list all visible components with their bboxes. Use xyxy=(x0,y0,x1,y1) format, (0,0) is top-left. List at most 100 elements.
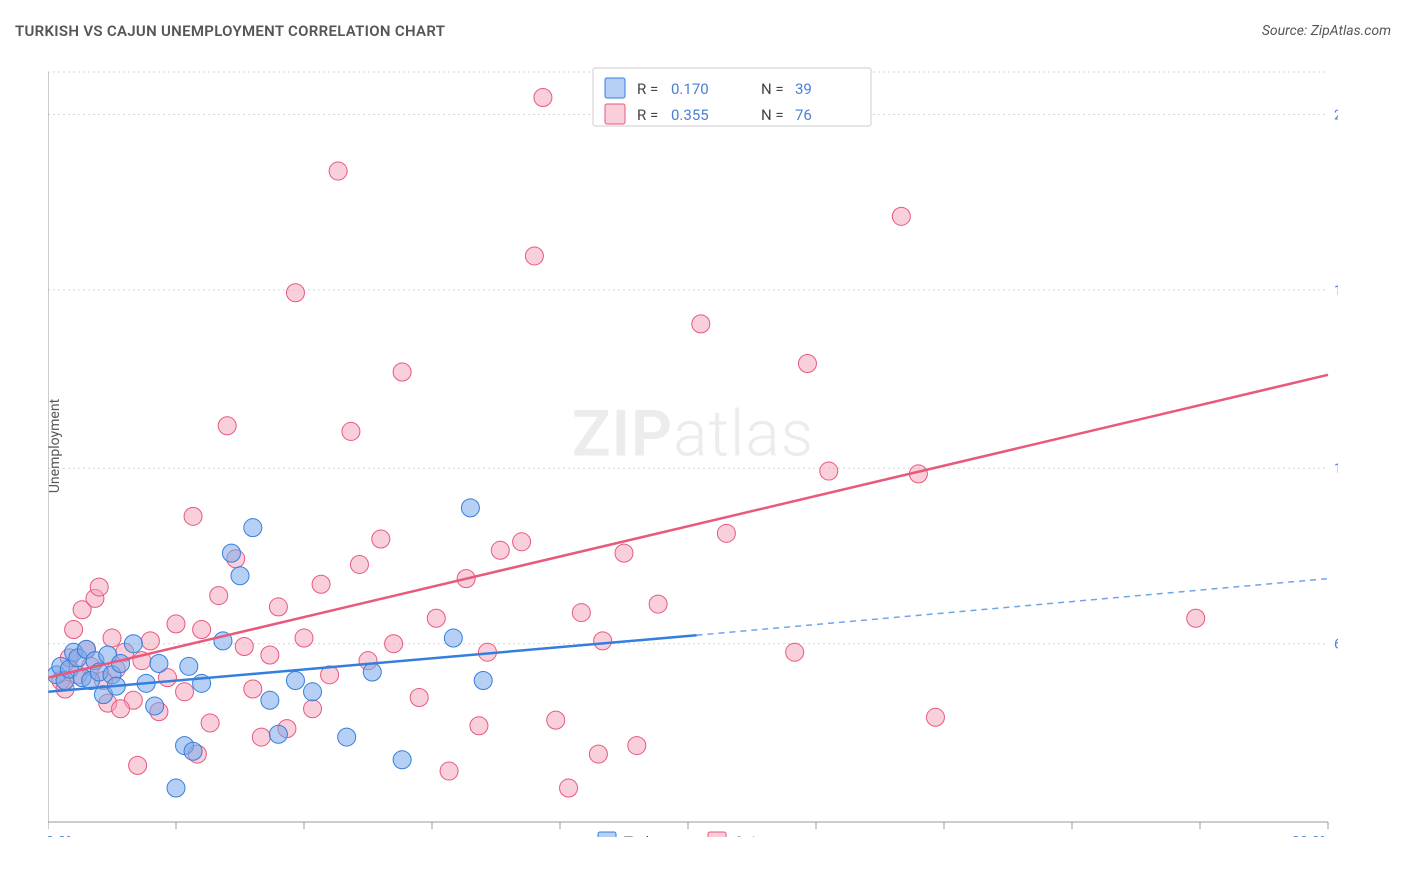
data-point-cajun xyxy=(410,688,428,706)
data-point-turk xyxy=(180,657,198,675)
data-point-cajun xyxy=(820,462,838,480)
data-point-cajun xyxy=(491,541,509,559)
stats-R-label: R = xyxy=(637,106,658,124)
data-point-cajun xyxy=(926,708,944,726)
y-tick-label: 18.8% xyxy=(1334,283,1338,299)
stats-N-value: 39 xyxy=(795,80,812,98)
data-point-cajun xyxy=(628,737,646,755)
data-point-cajun xyxy=(892,207,910,225)
data-point-cajun xyxy=(210,587,228,605)
data-point-cajun xyxy=(304,700,322,718)
data-point-cajun xyxy=(244,680,262,698)
data-point-cajun xyxy=(615,544,633,562)
stats-N-value: 76 xyxy=(795,106,812,124)
data-point-cajun xyxy=(129,756,147,774)
data-point-cajun xyxy=(372,530,390,548)
stats-legend-swatch xyxy=(605,78,625,98)
data-point-cajun xyxy=(798,355,816,373)
stats-R-value: 0.355 xyxy=(671,106,709,124)
y-tick-label: 6.3% xyxy=(1334,637,1338,653)
legend-swatch xyxy=(708,832,726,837)
data-point-turk xyxy=(150,655,168,673)
data-point-cajun xyxy=(252,728,270,746)
data-point-cajun xyxy=(594,632,612,650)
data-point-turk xyxy=(304,683,322,701)
data-point-cajun xyxy=(589,745,607,763)
data-point-cajun xyxy=(201,714,219,732)
data-point-cajun xyxy=(649,595,667,613)
x-min-label: 0.0% xyxy=(48,834,76,837)
stats-legend-swatch xyxy=(605,104,625,124)
data-point-cajun xyxy=(269,598,287,616)
scatter-plot: 6.3% 12.5% 18.8% 25.0% 0.0% 30.0% Turks Cajuns R… xyxy=(48,62,1338,837)
data-point-cajun xyxy=(235,638,253,656)
data-point-turk xyxy=(338,728,356,746)
data-point-turk xyxy=(269,725,287,743)
data-point-cajun xyxy=(717,524,735,542)
data-point-cajun xyxy=(141,632,159,650)
chart-header: TURKISH VS CAJUN UNEMPLOYMENT CORRELATIO… xyxy=(15,22,1391,40)
legend-swatch xyxy=(598,832,616,837)
data-point-cajun xyxy=(312,575,330,593)
data-point-cajun xyxy=(547,711,565,729)
data-point-cajun xyxy=(427,609,445,627)
data-point-turk xyxy=(124,635,142,653)
data-point-turk xyxy=(461,499,479,517)
trend-line-cajuns xyxy=(48,375,1328,678)
data-point-cajun xyxy=(286,284,304,302)
data-point-turk xyxy=(286,671,304,689)
trend-line-turks-extrapolated xyxy=(697,579,1328,636)
data-point-cajun xyxy=(261,646,279,664)
data-point-cajun xyxy=(1187,609,1205,627)
x-max-label: 30.0% xyxy=(1292,834,1330,837)
data-point-cajun xyxy=(692,315,710,333)
y-tick-label: 12.5% xyxy=(1334,461,1338,477)
data-point-turk xyxy=(474,671,492,689)
data-point-turk xyxy=(167,779,185,797)
data-point-cajun xyxy=(560,779,578,797)
chart-title: TURKISH VS CAJUN UNEMPLOYMENT CORRELATIO… xyxy=(15,22,445,40)
data-point-turk xyxy=(146,697,164,715)
data-point-cajun xyxy=(350,555,368,573)
stats-legend-box xyxy=(593,68,871,126)
data-point-cajun xyxy=(786,643,804,661)
legend-label: Turks xyxy=(624,833,661,837)
data-point-turk xyxy=(261,691,279,709)
data-point-cajun xyxy=(342,422,360,440)
data-point-turk xyxy=(222,544,240,562)
stats-R-value: 0.170 xyxy=(671,80,709,98)
data-point-cajun xyxy=(184,507,202,525)
data-point-turk xyxy=(393,751,411,769)
y-tick-label: 25.0% xyxy=(1334,107,1338,123)
chart-source: Source: ZipAtlas.com xyxy=(1262,23,1391,39)
data-point-cajun xyxy=(440,762,458,780)
data-point-cajun xyxy=(167,615,185,633)
legend-label: Cajuns xyxy=(734,833,780,837)
data-point-cajun xyxy=(385,635,403,653)
chart-area: ZIPatlas 6.3%12.5%18.8%25.0%0.0%30.0%Tur… xyxy=(48,62,1338,837)
data-point-cajun xyxy=(572,604,590,622)
data-point-cajun xyxy=(329,162,347,180)
data-point-turk xyxy=(444,629,462,647)
data-point-cajun xyxy=(534,88,552,106)
data-point-turk xyxy=(112,655,130,673)
data-point-cajun xyxy=(193,621,211,639)
data-point-turk xyxy=(231,567,249,585)
data-point-cajun xyxy=(513,533,531,551)
data-point-cajun xyxy=(295,629,313,647)
data-point-turk xyxy=(184,742,202,760)
stats-N-label: N = xyxy=(761,80,784,98)
data-point-cajun xyxy=(393,363,411,381)
data-point-cajun xyxy=(525,247,543,265)
data-point-cajun xyxy=(112,700,130,718)
data-point-cajun xyxy=(218,417,236,435)
data-point-cajun xyxy=(470,717,488,735)
stats-N-label: N = xyxy=(761,106,784,124)
stats-R-label: R = xyxy=(637,80,658,98)
data-point-cajun xyxy=(176,683,194,701)
data-point-turk xyxy=(244,519,262,537)
data-point-cajun xyxy=(90,578,108,596)
data-point-cajun xyxy=(65,621,83,639)
data-point-turk xyxy=(363,663,381,681)
data-point-cajun xyxy=(103,629,121,647)
